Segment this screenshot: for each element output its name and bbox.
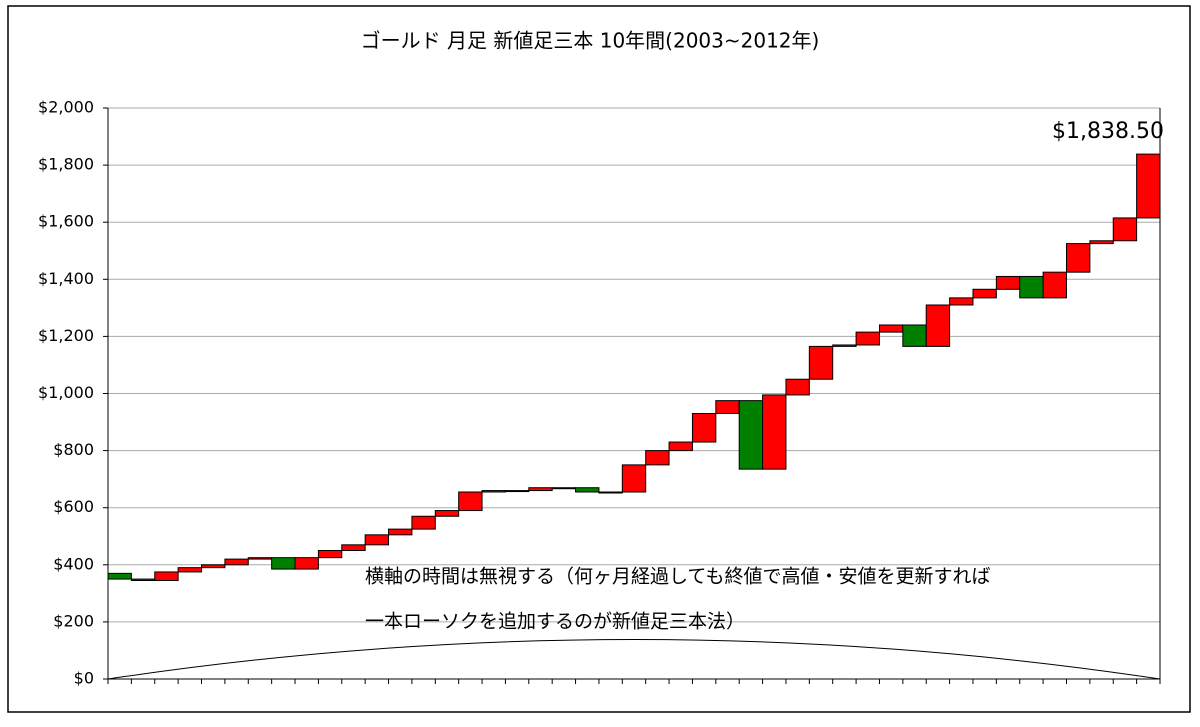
candle-body <box>785 378 810 396</box>
candle-body <box>271 557 296 570</box>
candle-body <box>224 558 249 566</box>
annotation: 横軸の時間は無視する（何ヶ月経過しても終値で高値・安値を更新すれば <box>365 566 990 588</box>
y-tick-label: $1,400 <box>38 269 94 288</box>
candle-body <box>668 441 693 452</box>
candle-body <box>458 491 483 512</box>
candle-body <box>1089 240 1114 245</box>
candle-body <box>1136 153 1161 219</box>
y-tick-label: $1,800 <box>38 155 94 174</box>
candle-body <box>808 345 834 380</box>
candle-body <box>294 557 319 570</box>
candle-body <box>1112 217 1138 242</box>
candle-body <box>130 578 156 582</box>
chart-frame <box>7 5 1191 713</box>
y-tick-label: $2,000 <box>38 98 94 117</box>
y-tick-label: $200 <box>53 611 94 630</box>
candle-body <box>1042 271 1067 299</box>
y-tick-label: $800 <box>53 440 94 459</box>
y-tick-label: $1,000 <box>38 383 94 402</box>
baseline-arc <box>107 639 1161 680</box>
candle-body <box>317 550 343 559</box>
candle-body <box>762 394 787 470</box>
candle-body <box>177 567 203 573</box>
candle-body <box>925 304 951 347</box>
candle-body <box>364 534 390 546</box>
candle-body <box>972 288 997 299</box>
candle-body <box>528 487 553 492</box>
candle-body <box>598 491 623 494</box>
candle-body <box>411 515 436 530</box>
candle-body <box>481 490 506 493</box>
candle-body <box>995 275 1021 290</box>
candle-body <box>388 528 413 536</box>
candle-body <box>902 324 927 347</box>
candles <box>107 153 1161 582</box>
candle-body <box>1065 243 1091 273</box>
candle-body <box>434 510 460 517</box>
candle-body <box>832 344 857 347</box>
candle-body <box>247 557 273 560</box>
candle-body <box>855 331 880 346</box>
candle-body <box>504 490 530 493</box>
value-label: $1,838.50 <box>1052 119 1164 144</box>
chart-title: ゴールド 月足 新値足三本 10年間(2003~2012年) <box>361 29 820 53</box>
candle-body <box>949 297 974 306</box>
y-tick-label: $0 <box>74 669 94 688</box>
candle-body <box>691 412 717 443</box>
candle-body <box>878 324 904 333</box>
candle-body <box>621 464 647 493</box>
candle-body <box>107 572 132 580</box>
y-tick-label: $1,600 <box>38 212 94 231</box>
candle-body <box>575 487 600 493</box>
candle-body <box>154 571 179 582</box>
candle-body <box>645 450 670 466</box>
candle-body <box>551 487 577 490</box>
candle-body <box>201 564 226 569</box>
candle-body <box>715 400 740 414</box>
candle-body <box>1019 275 1044 299</box>
annotation: 一本ローソクを追加するのが新値足三本法） <box>365 611 745 633</box>
y-tick-label: $1,200 <box>38 326 94 345</box>
y-tick-label: $600 <box>53 497 94 516</box>
candle-body <box>738 400 764 470</box>
y-tick-label: $400 <box>53 554 94 573</box>
candle-body <box>341 544 366 552</box>
